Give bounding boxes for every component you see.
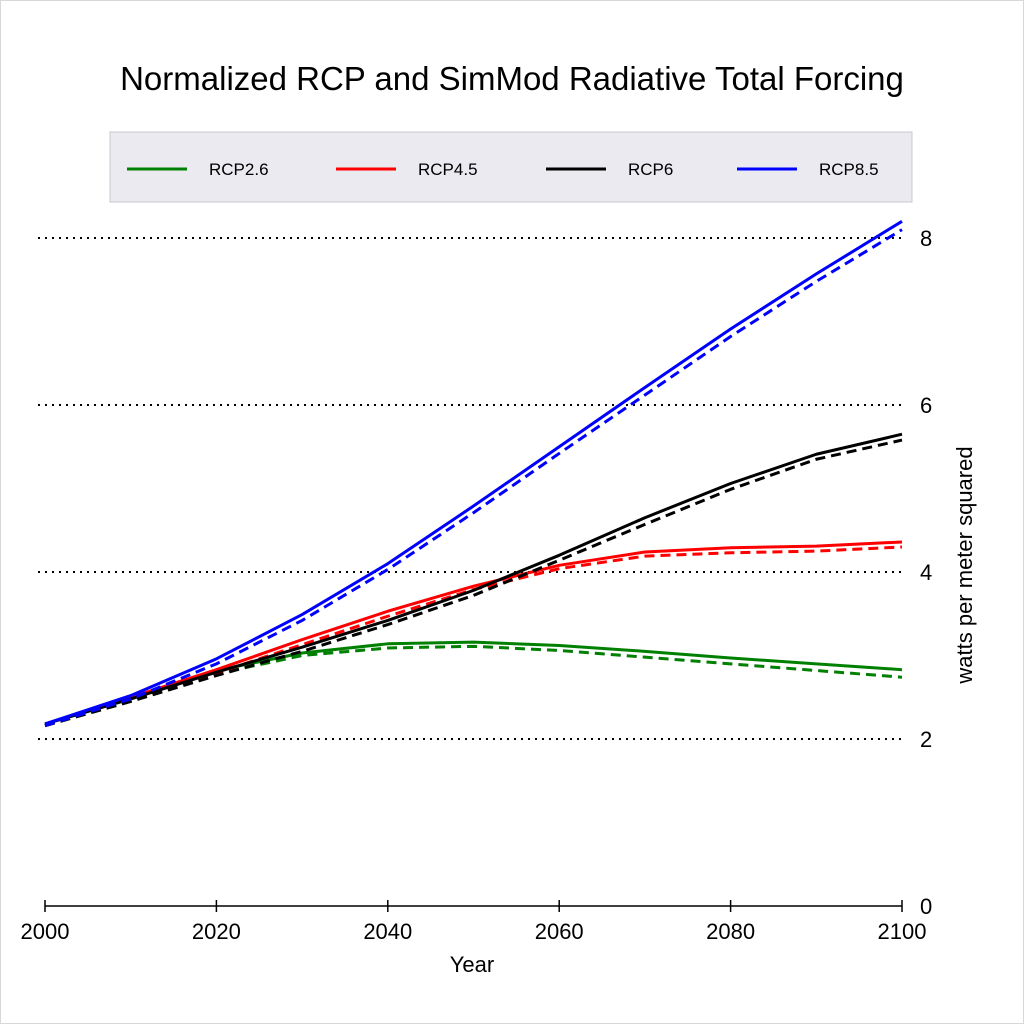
y-tick-label-8: 8 (920, 226, 932, 251)
legend-label-rcp4-5: RCP4.5 (418, 160, 478, 179)
series-rcp6-solid-line (44, 432, 903, 726)
series-rcp8-5-dashed-line (44, 228, 903, 728)
series-rcp4-5-dashed-line (44, 545, 903, 728)
x-tick-label-2080: 2080 (706, 919, 755, 944)
legend-label-rcp6: RCP6 (628, 160, 673, 179)
y-tick-label-4: 4 (920, 560, 932, 585)
x-tick-label-2000: 2000 (21, 919, 70, 944)
x-tick-label-2020: 2020 (192, 919, 241, 944)
series-rcp8-5-solid-line (44, 220, 903, 726)
chart-title: Normalized RCP and SimMod Radiative Tota… (120, 60, 904, 97)
x-axis-label: Year (450, 952, 494, 977)
y-tick-label-6: 6 (920, 393, 932, 418)
x-tick-label-2040: 2040 (363, 919, 412, 944)
x-tick-label-2060: 2060 (535, 919, 584, 944)
legend-label-rcp8-5: RCP8.5 (819, 160, 879, 179)
x-tick-label-2100: 2100 (878, 919, 927, 944)
y-tick-label-0: 0 (920, 894, 932, 919)
legend-label-rcp2-6: RCP2.6 (209, 160, 269, 179)
series-rcp6-dashed-line (44, 438, 903, 728)
y-tick-label-2: 2 (920, 727, 932, 752)
legend: RCP2.6 RCP4.5 RCP6 RCP8.5 (109, 131, 913, 203)
y-axis-label: watts per meter squared (952, 446, 977, 684)
legend-box (109, 131, 913, 203)
series-rcp4-5-solid-line (44, 540, 903, 726)
